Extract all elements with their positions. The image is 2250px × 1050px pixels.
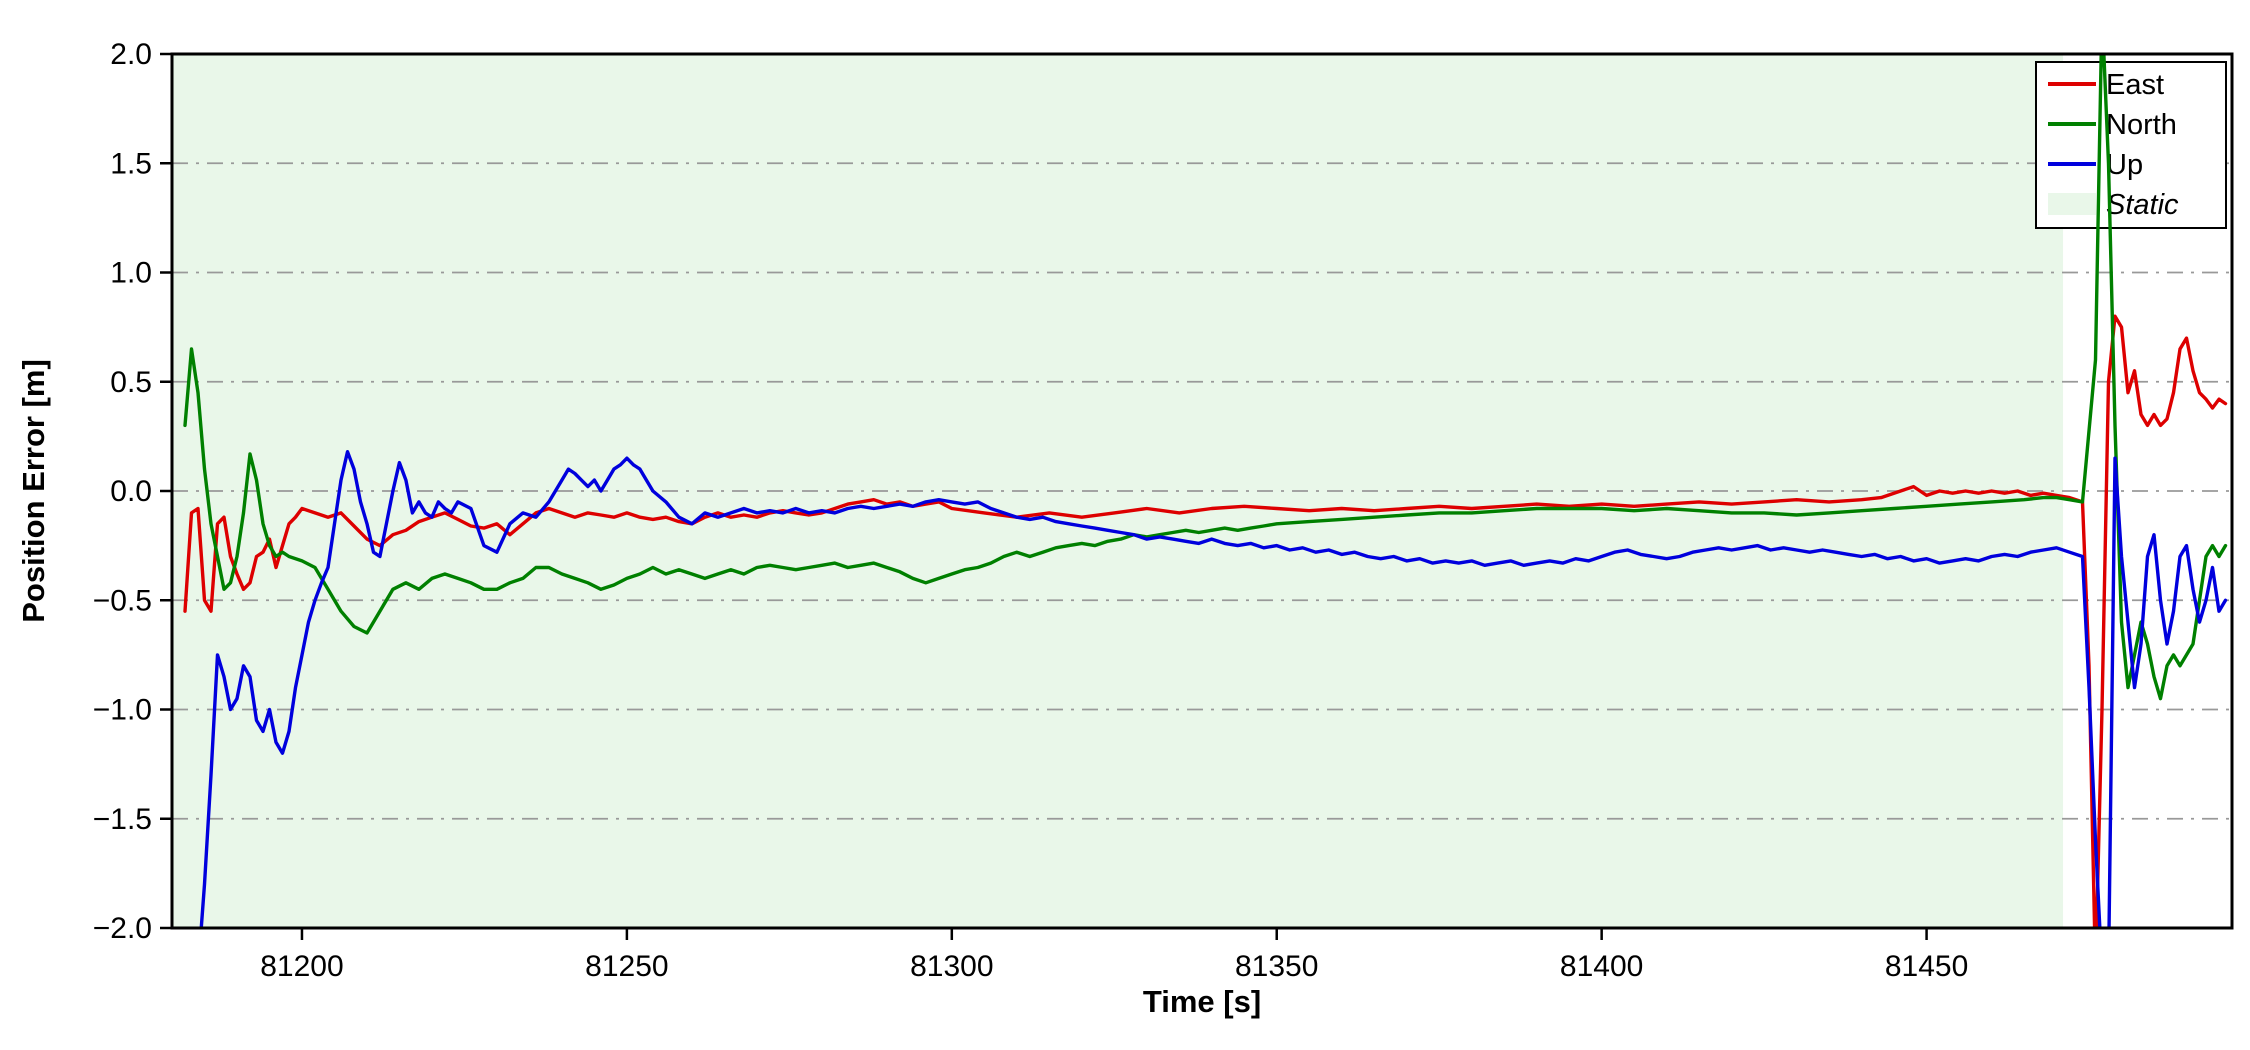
x-axis-label: Time [s] [1143, 984, 1261, 1019]
y-tick-label: −1.0 [93, 694, 152, 727]
y-axis-label: Position Error [m] [16, 359, 51, 623]
legend-label-static: Static [2106, 189, 2179, 221]
series-north-line [183, 54, 2228, 701]
legend-label-east: East [2106, 69, 2164, 101]
x-tick-label: 81350 [1235, 950, 1318, 983]
x-tick-label: 81300 [910, 950, 993, 983]
legend-label-up: Up [2106, 149, 2143, 181]
legend-label-north: North [2106, 109, 2177, 141]
y-tick-label: 1.5 [110, 147, 152, 180]
x-tick-label: 81250 [585, 950, 668, 983]
legend: East North Up Static [2035, 61, 2227, 229]
y-tick-label: −1.5 [93, 803, 152, 836]
y-tick-label: 0.0 [110, 475, 152, 508]
y-tick-label: 2.0 [110, 38, 152, 71]
y-tick-label: 0.5 [110, 366, 152, 399]
x-tick-label: 81400 [1560, 950, 1643, 983]
y-tick-label: −2.0 [93, 912, 152, 945]
x-tick-label: 81450 [1885, 950, 1968, 983]
x-tick-label: 81200 [260, 950, 343, 983]
y-tick-label: −0.5 [93, 584, 152, 617]
y-tick-label: 1.0 [110, 257, 152, 290]
legend-swatch-static [2048, 193, 2096, 215]
series-up-line [199, 450, 2228, 928]
